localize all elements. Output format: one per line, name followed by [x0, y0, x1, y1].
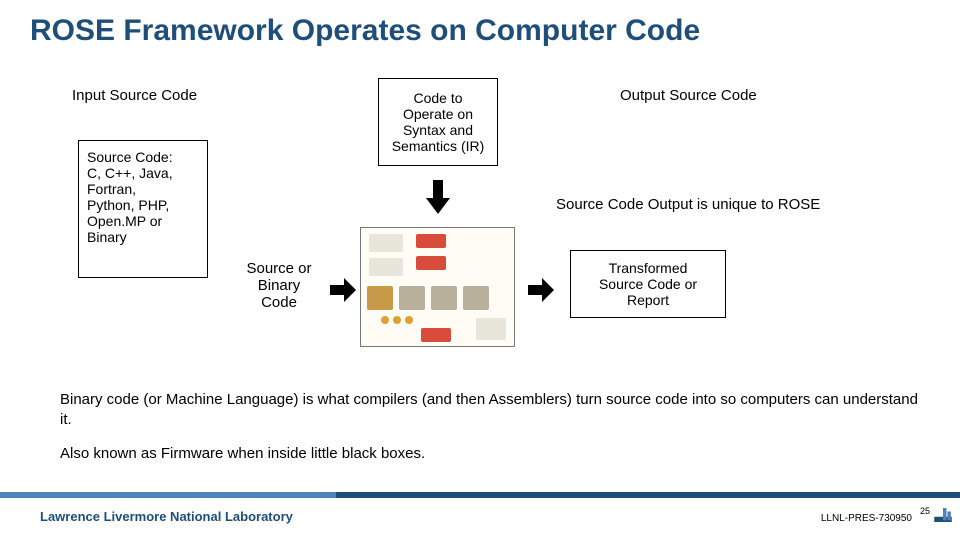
diagram-dot: [393, 316, 401, 324]
footer-bar: [0, 492, 960, 498]
diagram-chip: [476, 318, 506, 340]
footer-doc: LLNL-PRES-730950: [821, 513, 912, 524]
transformed-text: Transformed Source Code or Report: [599, 260, 697, 308]
arrow-right-2-icon: [528, 278, 554, 302]
diagram-chip: [367, 286, 393, 310]
paragraph-2: Also known as Firmware when inside littl…: [60, 444, 920, 464]
rose-internal-diagram: [360, 227, 515, 347]
output-label: Output Source Code: [620, 87, 757, 104]
diagram-chip: [416, 234, 446, 248]
transformed-box: Transformed Source Code or Report: [570, 250, 726, 318]
diagram-chip: [416, 256, 446, 270]
diagram-dot: [381, 316, 389, 324]
ir-text: Code to Operate on Syntax and Semantics …: [392, 90, 485, 154]
diagram-chip: [431, 286, 457, 310]
footer-org: Lawrence Livermore National Laboratory: [40, 509, 293, 524]
source-code-box: Source Code: C, C++, Java, Fortran, Pyth…: [78, 140, 208, 278]
arrow-right-1-icon: [330, 278, 356, 302]
llnl-logo-icon: [934, 508, 952, 522]
input-label: Input Source Code: [72, 87, 197, 104]
slide-title: ROSE Framework Operates on Computer Code: [30, 14, 700, 48]
src-or-bin-label: Source or Binary Code: [234, 260, 324, 311]
paragraph-1: Binary code (or Machine Language) is wha…: [60, 390, 920, 429]
diagram-chip: [399, 286, 425, 310]
diagram-chip: [369, 258, 403, 276]
unique-label: Source Code Output is unique to ROSE: [556, 196, 820, 213]
ir-box: Code to Operate on Syntax and Semantics …: [378, 78, 498, 166]
diagram-chip: [463, 286, 489, 310]
diagram-chip: [421, 328, 451, 342]
arrow-down-icon: [426, 180, 450, 216]
diagram-chip: [369, 234, 403, 252]
diagram-dot: [405, 316, 413, 324]
page-number: 25: [920, 506, 930, 516]
source-code-text: Source Code: C, C++, Java, Fortran, Pyth…: [87, 149, 173, 245]
